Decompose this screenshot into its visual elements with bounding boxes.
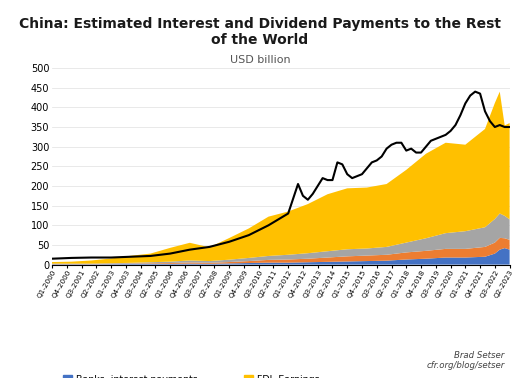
- Legend: Banks, interest payments, Portfolio debt, interest payments, Portfolio equity, d: Banks, interest payments, Portfolio debt…: [59, 372, 411, 378]
- Text: USD billion: USD billion: [230, 55, 290, 65]
- Text: China: Estimated Interest and Dividend Payments to the Rest
of the World: China: Estimated Interest and Dividend P…: [19, 17, 501, 47]
- Text: Brad Setser
cfr.org/blog/setser: Brad Setser cfr.org/blog/setser: [426, 351, 504, 370]
